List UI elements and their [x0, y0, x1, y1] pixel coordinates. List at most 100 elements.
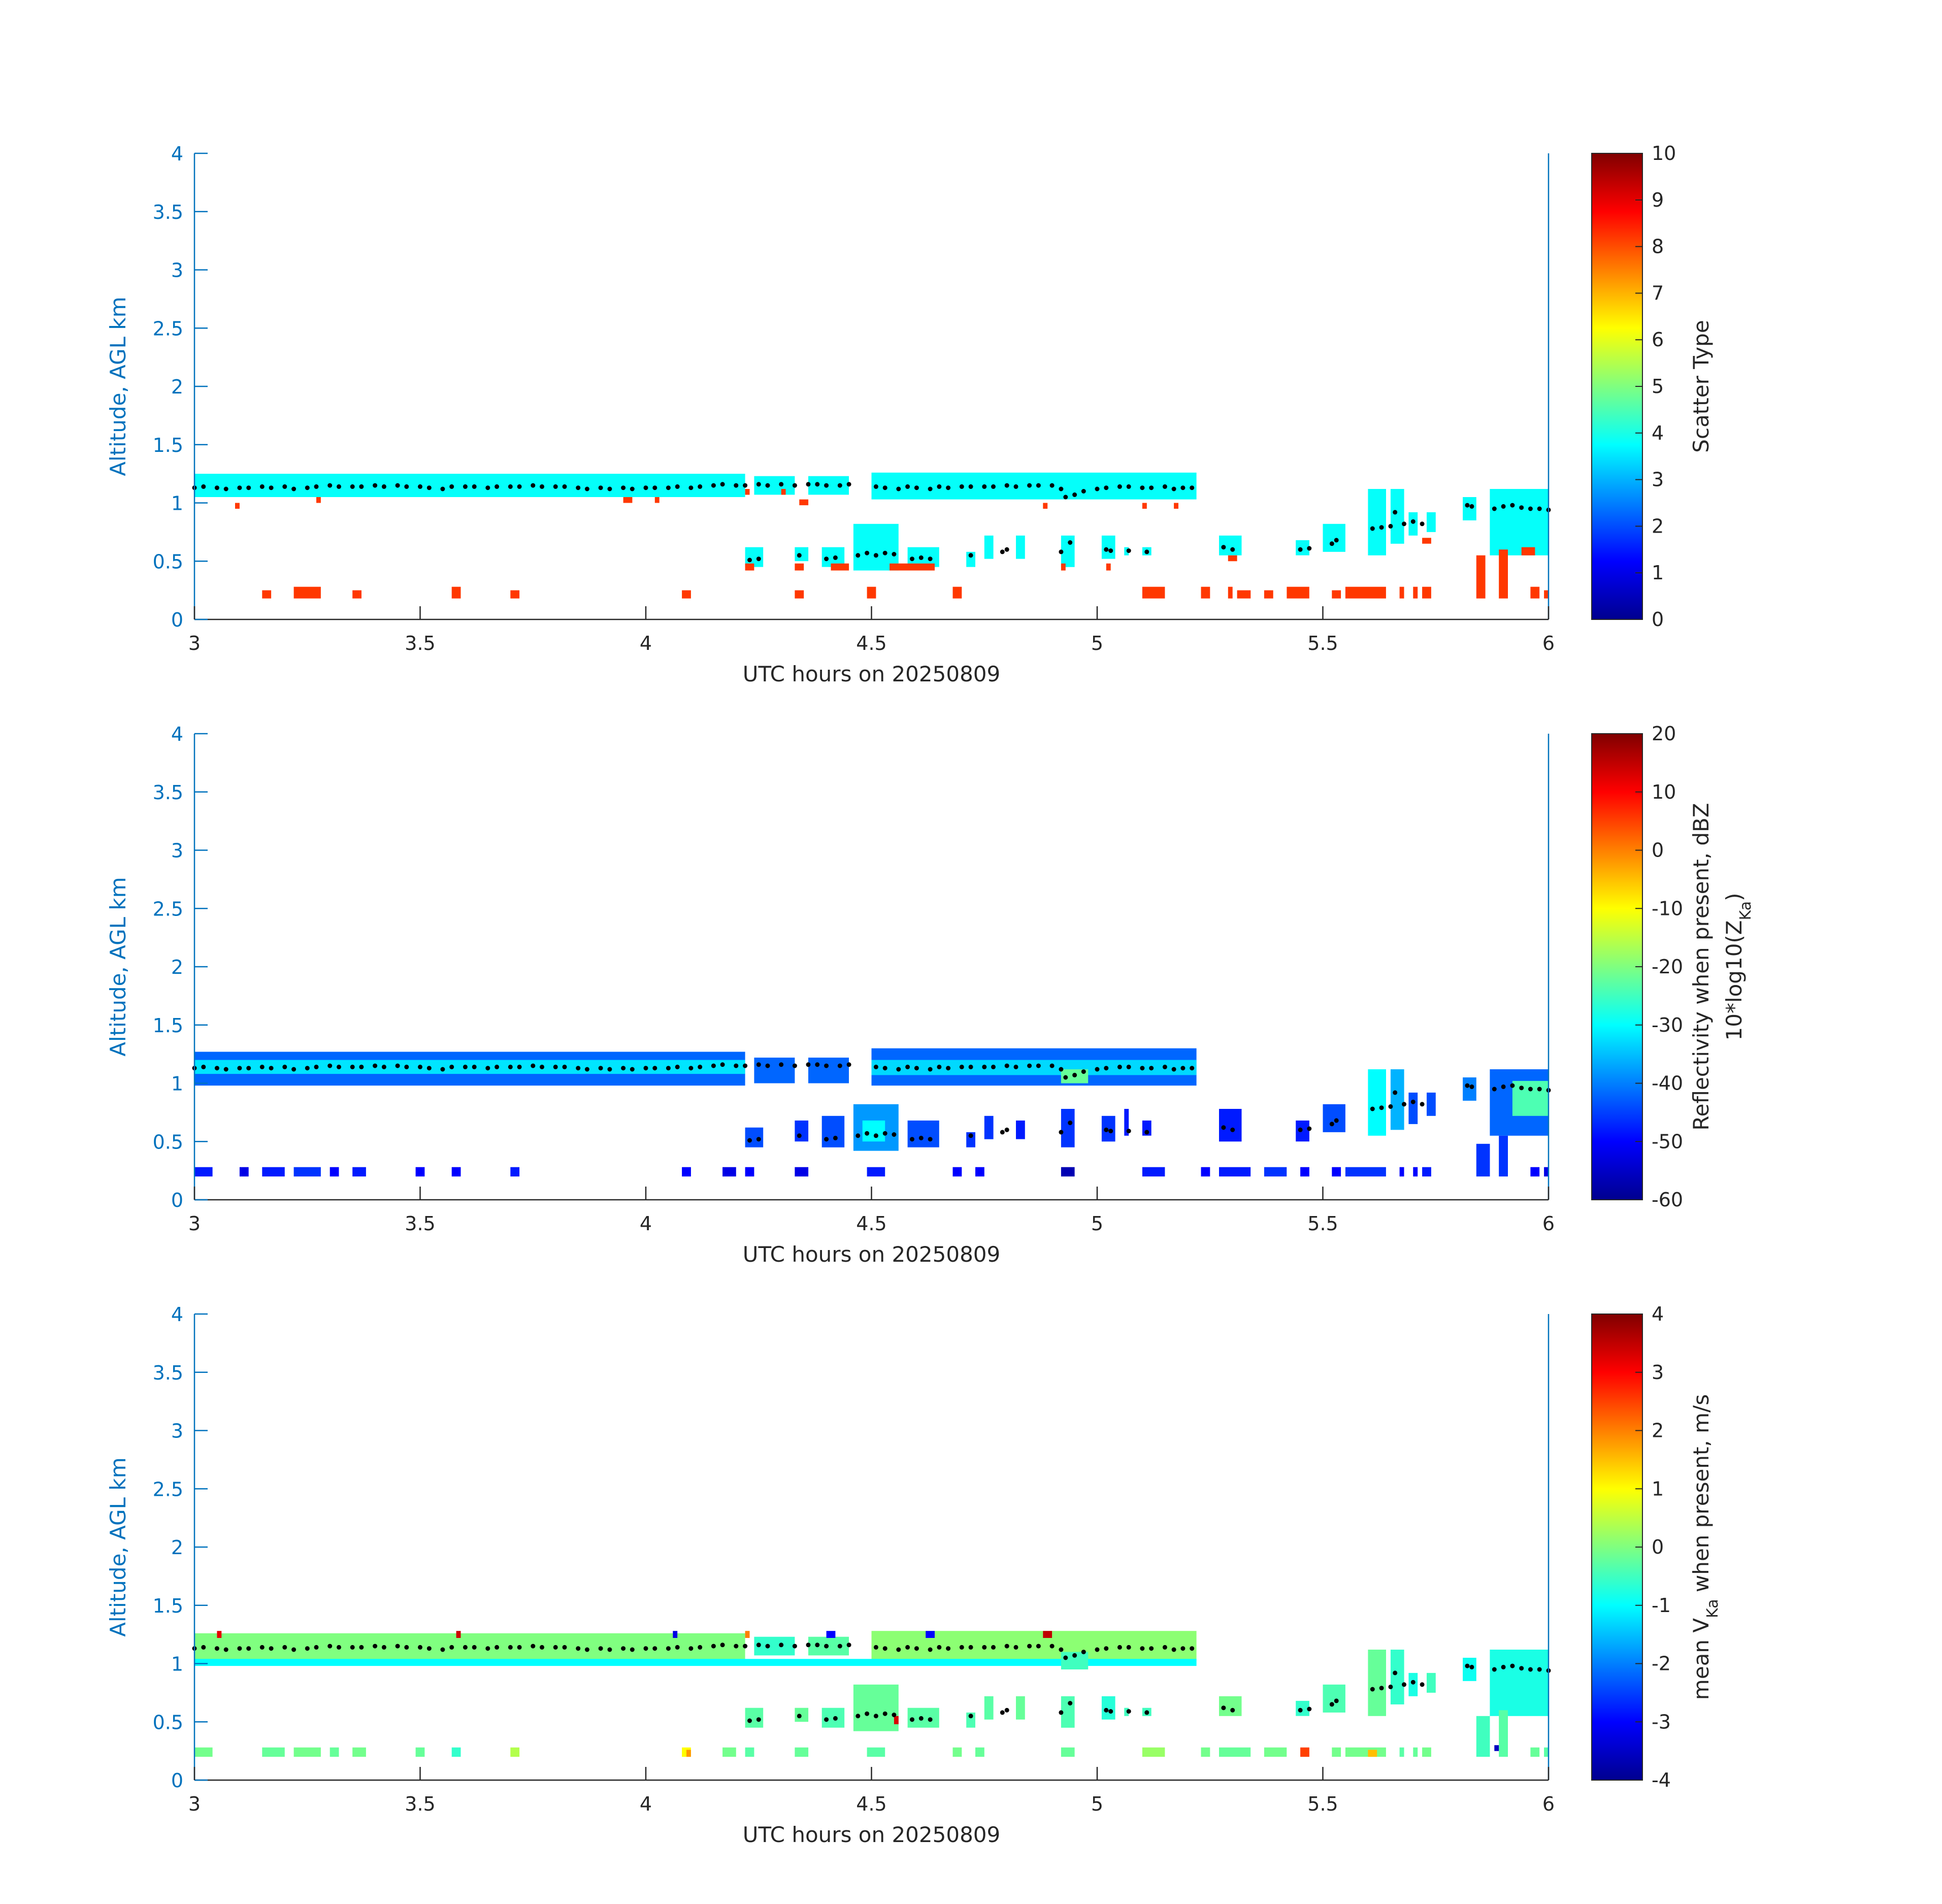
- cloud-base-dot: [765, 1063, 770, 1068]
- heatmap-cell: [722, 1747, 736, 1757]
- heatmap-cell: [862, 1120, 885, 1142]
- cloud-base-dot: [1329, 1702, 1334, 1707]
- cloud-base-dot: [824, 556, 829, 562]
- cloud-base-dot: [463, 1064, 468, 1069]
- x-tick-label: 5.5: [1307, 1793, 1338, 1815]
- colorbar-label-line2-subscript: Ka: [1737, 901, 1755, 921]
- heatmap-cell: [451, 1747, 461, 1757]
- cloud-base-dot: [495, 484, 500, 489]
- y-tick-label: 2: [171, 376, 183, 398]
- heatmap-cell: [686, 1750, 691, 1757]
- cloud-base-dot: [508, 1645, 513, 1650]
- cloud-base-dot: [698, 1645, 703, 1650]
- y-tick-label: 1: [171, 1073, 183, 1095]
- cloud-base-dot: [815, 482, 820, 487]
- heatmap-cell: [682, 1167, 691, 1177]
- heatmap-cell: [415, 1747, 425, 1757]
- cloud-base-dot: [269, 1646, 274, 1651]
- cloud-base-dot: [1149, 485, 1154, 490]
- heatmap-cell: [293, 1747, 321, 1757]
- y-axis-label: Altitude, AGL km: [106, 297, 130, 476]
- colorbar-label-suffix: when present, m/s: [1689, 1394, 1714, 1599]
- cloud-base-dot: [259, 1064, 265, 1069]
- cloud-base-dot: [1519, 1666, 1524, 1671]
- cloud-base-dot: [359, 484, 364, 489]
- cloud-base-dot: [756, 1643, 761, 1648]
- cloud-base-dot: [237, 485, 242, 490]
- heatmap-cell: [1390, 1650, 1404, 1704]
- y-tick-label: 0.5: [153, 550, 183, 573]
- heatmap-cell: [1142, 586, 1165, 599]
- heatmap-cell: [1422, 1747, 1431, 1757]
- heatmap-cell: [1422, 586, 1431, 599]
- x-tick-label: 6: [1542, 1793, 1555, 1815]
- heatmap-cell: [1345, 1747, 1386, 1757]
- cloud-base-dot: [449, 1645, 454, 1650]
- heatmap-cell: [1061, 1696, 1075, 1728]
- colorbar-label-line2: 10*log10(ZKa): [1722, 893, 1755, 1041]
- colorbar-tick-label: 7: [1652, 282, 1664, 304]
- cloud-base-dot: [1063, 495, 1068, 500]
- cloud-base-dot: [327, 1644, 333, 1649]
- cloud-base-dot: [1510, 1083, 1515, 1088]
- cloud-base-dot: [968, 553, 973, 558]
- cloud-base-dot: [720, 482, 725, 487]
- cloud-base-dot: [1104, 1127, 1109, 1132]
- cloud-base-dot: [910, 1137, 914, 1142]
- cloud-base-dot: [1004, 547, 1009, 552]
- cloud-base-dot: [720, 1643, 725, 1648]
- cloud-base-dot: [846, 1062, 851, 1067]
- cloud-base-dot: [652, 1646, 657, 1651]
- heatmap-cell: [745, 1631, 750, 1638]
- cloud-base-dot: [1059, 549, 1064, 554]
- cloud-base-dot: [797, 1133, 802, 1138]
- heatmap-cell: [1368, 489, 1386, 555]
- cloud-base-dot: [1126, 548, 1131, 553]
- cloud-base-dot: [1108, 1129, 1113, 1134]
- heatmap-cell: [952, 1167, 962, 1177]
- cloud-base-dot: [1049, 1063, 1055, 1068]
- y-tick-label: 0.5: [153, 1711, 183, 1733]
- cloud-base-dot: [1501, 1084, 1506, 1089]
- cloud-base-dot: [485, 1646, 490, 1651]
- cloud-base-dot: [291, 486, 297, 491]
- cloud-base-dot: [824, 483, 829, 488]
- heatmap-cell: [1061, 1109, 1075, 1147]
- cloud-base-dot: [756, 556, 761, 562]
- cloud-base-dot: [1049, 1644, 1055, 1649]
- x-tick-label: 3.5: [405, 1212, 435, 1235]
- cloud-base-dot: [584, 1067, 589, 1072]
- cloud-base-dot: [404, 1645, 409, 1650]
- cloud-base-dot: [1059, 1067, 1064, 1072]
- cloud-base-dot: [1144, 1130, 1149, 1135]
- heatmap-cells: [194, 472, 1549, 599]
- cloud-base-dot: [1036, 1063, 1041, 1068]
- heatmap-cell: [1476, 555, 1486, 599]
- cloud-base-dot: [463, 484, 468, 489]
- heatmap-cell: [1061, 535, 1075, 567]
- cloud-base-dot: [824, 1717, 829, 1722]
- heatmap-cell: [1399, 1167, 1404, 1177]
- colorbar-tick-label: 5: [1652, 375, 1664, 398]
- cloud-base-dot: [1004, 1063, 1009, 1068]
- heatmap-cell: [795, 1747, 809, 1757]
- heatmap-cell: [330, 1747, 339, 1757]
- heatmap-cell: [1490, 1650, 1549, 1716]
- cloud-base-dot: [910, 1717, 914, 1722]
- cloud-base-dot: [914, 1066, 919, 1071]
- cloud-base-dot: [1528, 1087, 1533, 1092]
- cloud-base-dot: [675, 1064, 680, 1069]
- cloud-base-dot: [1388, 1684, 1393, 1689]
- cloud-base-dot: [426, 1066, 432, 1071]
- cloud-base-dot: [928, 486, 933, 491]
- heatmap-cell: [1499, 1135, 1508, 1177]
- heatmap-cell: [352, 1747, 366, 1757]
- cloud-base-dot: [495, 1064, 500, 1069]
- cloud-base-dot: [485, 1066, 490, 1071]
- heatmap-cell: [1016, 1696, 1025, 1720]
- cloud-base-dot: [792, 483, 797, 488]
- heatmap-cell: [456, 1631, 461, 1638]
- panel-doppler-velocity: 0 0.5 1 1.5 2 2.5 3 3.5 4 3 3.5 4 4.5 5 5.5 6 UTC hours …: [106, 1303, 1722, 1847]
- cloud-base-dot: [598, 485, 603, 490]
- cloud-base-dot: [327, 483, 333, 488]
